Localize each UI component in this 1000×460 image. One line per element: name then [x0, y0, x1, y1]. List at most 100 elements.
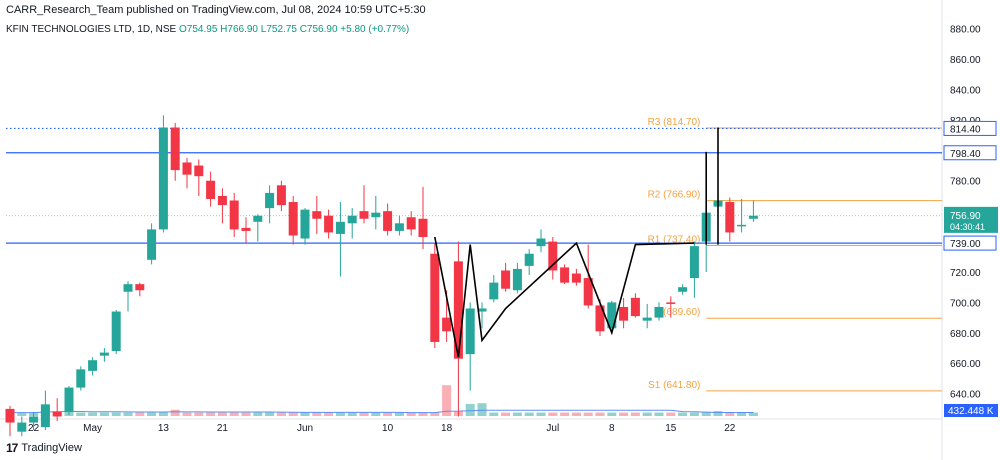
volume-bar [689, 412, 699, 416]
volume-bar [288, 412, 298, 416]
price-badge-label: 739.00 [950, 239, 981, 250]
volume-bar [630, 412, 640, 416]
candle-body [465, 308, 475, 355]
volume-bar [17, 412, 27, 416]
volume-bar [394, 412, 404, 416]
candle [737, 198, 747, 233]
y-tick-label: 720.00 [950, 268, 981, 279]
price-badge-label: 798.40 [950, 149, 981, 160]
x-tick-label: Jun [297, 423, 313, 434]
candle [406, 211, 416, 236]
x-tick-label: Jul [546, 423, 559, 434]
candle-body [182, 162, 192, 175]
candle [725, 197, 735, 242]
candle-body [17, 422, 27, 432]
candle [158, 115, 168, 233]
volume-bar [253, 412, 263, 416]
tradingview-brand[interactable]: 17 TradingView [6, 441, 82, 455]
candle-body [170, 127, 180, 171]
candle [76, 366, 86, 391]
candle [619, 297, 629, 329]
volume-bar [501, 412, 511, 416]
candle [630, 293, 640, 318]
candle-body [158, 127, 168, 230]
symbol-line: KFIN TECHNOLOGIES LTD, 1D, NSE O754.95 H… [6, 24, 409, 35]
volume-bar [335, 412, 345, 416]
price-badge: 739.00 [943, 235, 997, 251]
volume-bar [477, 403, 487, 416]
x-tick-label: 21 [217, 423, 229, 434]
candle-body [501, 270, 511, 289]
candle [253, 214, 263, 242]
volume-bar [595, 412, 605, 416]
price-badge-box [944, 404, 998, 417]
price-badge-label: 756.90 [950, 211, 981, 222]
symbol-name: KFIN TECHNOLOGIES LTD, 1D, NSE [6, 24, 177, 35]
candle-body [206, 180, 216, 199]
candle [40, 390, 50, 431]
candle-body [312, 211, 322, 219]
volume-bar [147, 412, 157, 416]
candle-body [300, 209, 310, 239]
volume-bar [135, 412, 145, 416]
candle [147, 223, 157, 265]
candle [359, 185, 369, 224]
ohlc-low: L752.75 [260, 24, 297, 35]
candle-body [5, 408, 15, 423]
candle [99, 348, 109, 362]
candle-body [88, 360, 98, 371]
candle-body [241, 227, 251, 231]
candle-body [430, 253, 440, 342]
candle-body [394, 223, 404, 231]
candle-body [229, 200, 239, 230]
y-tick-label: 840.00 [950, 85, 981, 96]
y-tick-label: 660.00 [950, 359, 981, 370]
volume-bar [430, 412, 440, 416]
price-badge: 432.448 K [944, 404, 998, 417]
candle [642, 303, 652, 329]
volume-bar [99, 412, 109, 416]
volume-bar [560, 412, 570, 416]
candle-body [642, 317, 652, 321]
candle-body [265, 192, 275, 209]
candle [678, 284, 688, 295]
volume-bar [76, 412, 86, 416]
x-tick-label: 13 [158, 423, 170, 434]
candle-body [253, 215, 263, 222]
candle [501, 262, 511, 292]
candle-body [288, 202, 298, 236]
volume-bar [536, 412, 546, 416]
candle-body [595, 305, 605, 332]
pattern-line [434, 236, 695, 358]
candle-body [383, 211, 393, 231]
volume-bar [241, 412, 251, 416]
volume-bar [512, 412, 522, 416]
x-tick-label: 18 [441, 423, 453, 434]
price-badge-label: 432.448 K [948, 406, 994, 417]
volume-bar [300, 412, 310, 416]
y-tick-label: 860.00 [950, 55, 981, 66]
candle [489, 275, 499, 303]
volume-bar [713, 411, 723, 416]
candle [383, 203, 393, 236]
pivot-label: S1 (641.80) [648, 380, 700, 391]
price-badge-box [944, 206, 998, 233]
candle [324, 209, 334, 239]
candle [654, 302, 664, 321]
candle [394, 215, 404, 236]
volume-bar [111, 412, 121, 416]
price-badge-box [943, 145, 997, 161]
volume-bar [170, 409, 180, 416]
candle [276, 180, 286, 212]
candle-body [666, 302, 676, 304]
price-badge: 814.40 [943, 120, 997, 136]
candle-body [418, 218, 428, 238]
candle-body [217, 195, 227, 206]
candle [512, 262, 522, 294]
volume-bar [701, 411, 711, 416]
candle-body [52, 411, 62, 417]
volume-bar [312, 412, 322, 416]
x-tick-label: 8 [609, 423, 615, 434]
volume-bar [748, 412, 758, 416]
